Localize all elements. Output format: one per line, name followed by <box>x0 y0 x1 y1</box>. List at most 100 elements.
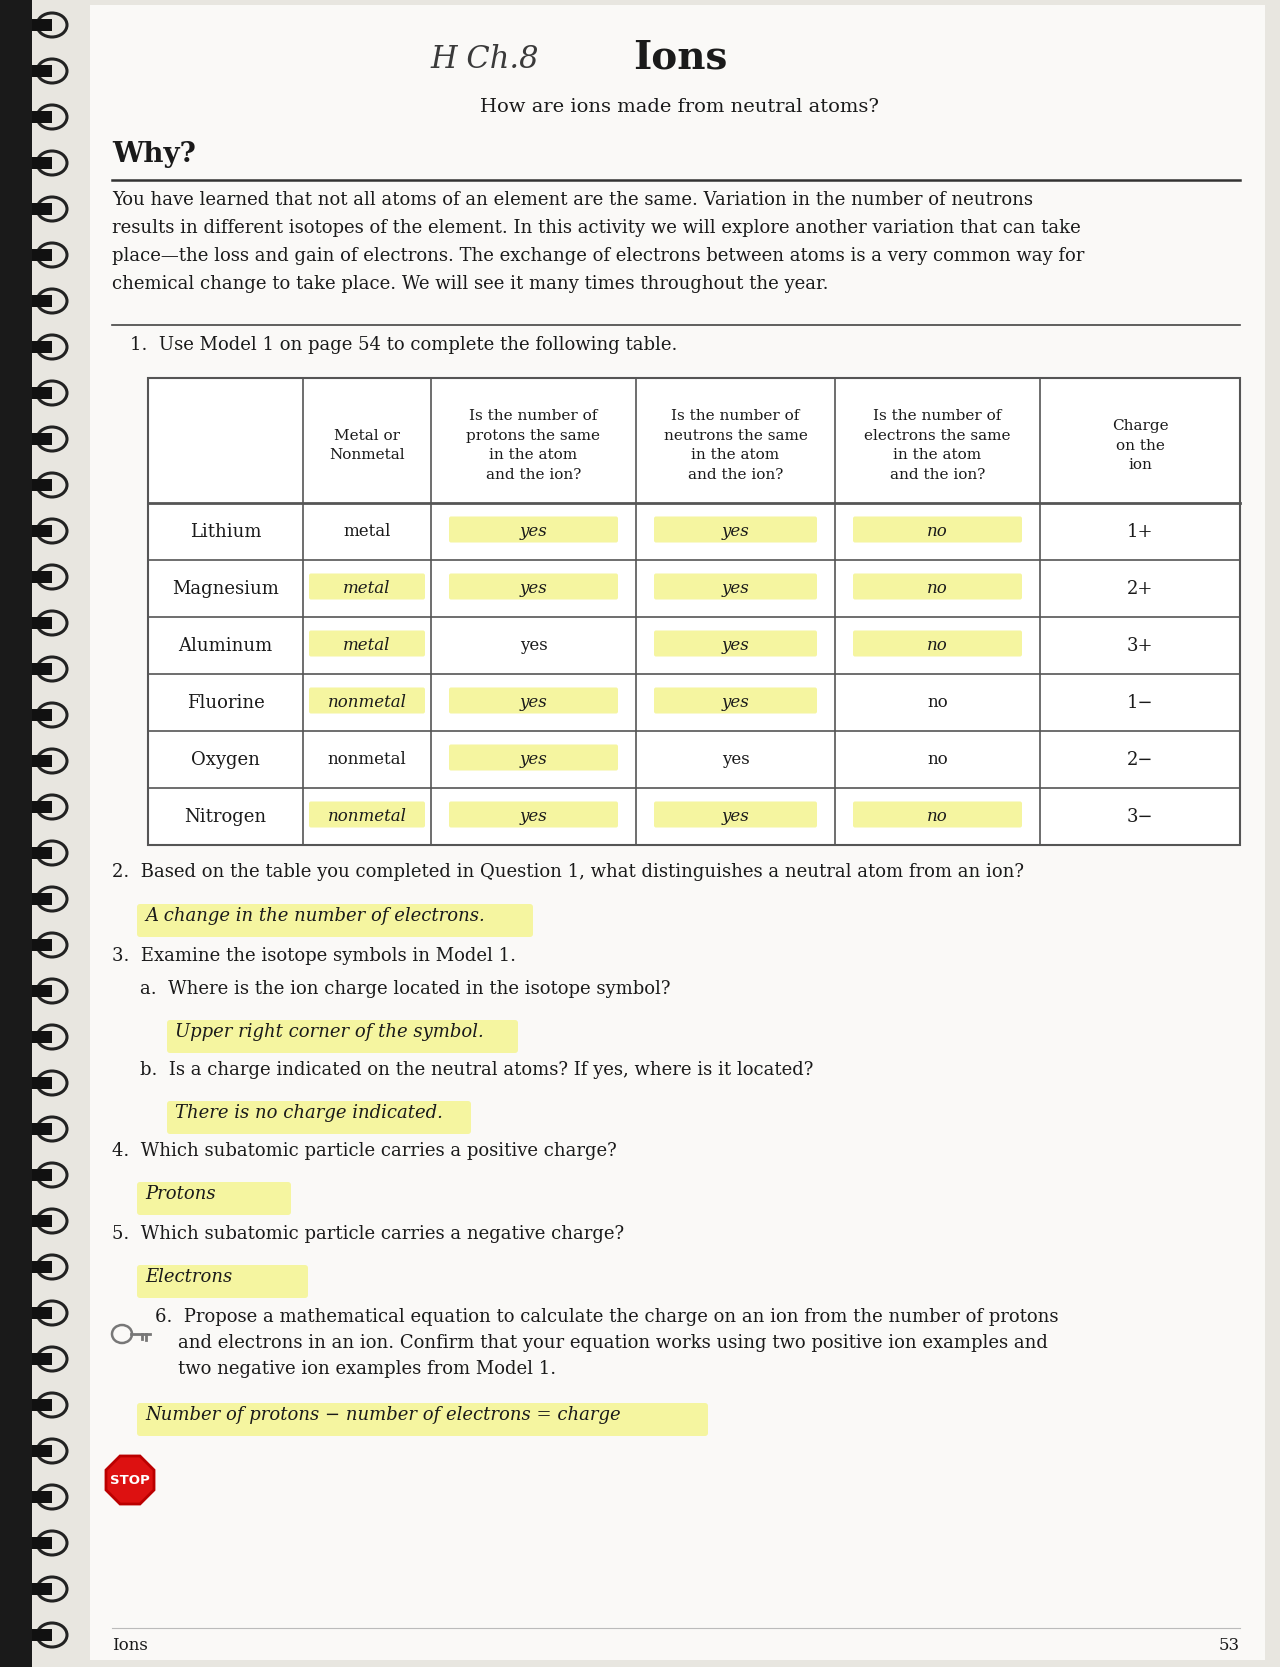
FancyBboxPatch shape <box>32 708 52 722</box>
Text: yes: yes <box>520 693 548 712</box>
FancyBboxPatch shape <box>32 18 52 32</box>
FancyBboxPatch shape <box>32 433 52 445</box>
Text: Nitrogen: Nitrogen <box>184 807 266 825</box>
FancyBboxPatch shape <box>32 663 52 675</box>
FancyBboxPatch shape <box>32 1445 52 1457</box>
Text: Lithium: Lithium <box>189 522 261 540</box>
Text: 3.  Examine the isotope symbols in Model 1.: 3. Examine the isotope symbols in Model … <box>113 947 516 965</box>
Text: There is no charge indicated.: There is no charge indicated. <box>175 1104 443 1122</box>
Text: Ions: Ions <box>632 38 727 77</box>
Text: no: no <box>927 752 948 768</box>
Text: Number of protons − number of electrons = charge: Number of protons − number of electrons … <box>145 1405 621 1424</box>
FancyBboxPatch shape <box>449 573 618 600</box>
Text: Charge
on the
ion: Charge on the ion <box>1112 418 1169 472</box>
FancyBboxPatch shape <box>32 342 52 353</box>
FancyBboxPatch shape <box>0 0 32 1667</box>
FancyBboxPatch shape <box>148 378 1240 845</box>
FancyBboxPatch shape <box>32 1169 52 1180</box>
FancyBboxPatch shape <box>32 65 52 77</box>
FancyBboxPatch shape <box>32 847 52 859</box>
FancyBboxPatch shape <box>654 573 817 600</box>
FancyBboxPatch shape <box>32 617 52 628</box>
Text: Metal or
Nonmetal: Metal or Nonmetal <box>329 428 404 462</box>
Text: Electrons: Electrons <box>145 1269 232 1285</box>
FancyBboxPatch shape <box>137 904 532 937</box>
Text: Aluminum: Aluminum <box>178 637 273 655</box>
Text: and electrons in an ion. Confirm that your equation works using two positive ion: and electrons in an ion. Confirm that yo… <box>155 1334 1048 1352</box>
FancyBboxPatch shape <box>32 1077 52 1089</box>
FancyBboxPatch shape <box>852 630 1021 657</box>
FancyBboxPatch shape <box>32 1030 52 1044</box>
FancyBboxPatch shape <box>32 112 52 123</box>
FancyBboxPatch shape <box>166 1020 518 1054</box>
Text: Upper right corner of the symbol.: Upper right corner of the symbol. <box>175 1024 484 1040</box>
FancyBboxPatch shape <box>166 1100 471 1134</box>
FancyBboxPatch shape <box>32 755 52 767</box>
Text: H Ch.8: H Ch.8 <box>430 43 539 75</box>
Text: Is the number of
protons the same
in the atom
and the ion?: Is the number of protons the same in the… <box>466 410 600 482</box>
FancyBboxPatch shape <box>137 1404 708 1435</box>
Text: You have learned that not all atoms of an element are the same. Variation in the: You have learned that not all atoms of a… <box>113 192 1033 208</box>
FancyBboxPatch shape <box>32 248 52 262</box>
Text: no: no <box>927 523 948 540</box>
Text: yes: yes <box>520 523 548 540</box>
FancyBboxPatch shape <box>654 630 817 657</box>
Text: yes: yes <box>722 523 749 540</box>
FancyBboxPatch shape <box>852 802 1021 827</box>
Text: metal: metal <box>343 523 390 540</box>
FancyBboxPatch shape <box>32 1260 52 1274</box>
FancyBboxPatch shape <box>32 572 52 583</box>
FancyBboxPatch shape <box>32 295 52 307</box>
FancyBboxPatch shape <box>308 687 425 713</box>
Text: Oxygen: Oxygen <box>191 750 260 768</box>
Text: A change in the number of electrons.: A change in the number of electrons. <box>145 907 485 925</box>
FancyBboxPatch shape <box>32 1354 52 1365</box>
FancyBboxPatch shape <box>449 802 618 827</box>
Text: place—the loss and gain of electrons. The exchange of electrons between atoms is: place—the loss and gain of electrons. Th… <box>113 247 1084 265</box>
Text: yes: yes <box>520 752 548 768</box>
FancyBboxPatch shape <box>449 517 618 542</box>
Text: no: no <box>927 580 948 597</box>
FancyBboxPatch shape <box>32 525 52 537</box>
Text: yes: yes <box>722 752 749 768</box>
Text: Magnesium: Magnesium <box>172 580 279 597</box>
Text: 1.  Use Model 1 on page 54 to complete the following table.: 1. Use Model 1 on page 54 to complete th… <box>131 337 677 353</box>
Text: a.  Where is the ion charge located in the isotope symbol?: a. Where is the ion charge located in th… <box>140 980 671 999</box>
Text: yes: yes <box>722 637 749 653</box>
Text: 1+: 1+ <box>1126 522 1153 540</box>
Text: yes: yes <box>520 580 548 597</box>
Text: results in different isotopes of the element. In this activity we will explore a: results in different isotopes of the ele… <box>113 218 1080 237</box>
Text: 6.  Propose a mathematical equation to calculate the charge on an ion from the n: 6. Propose a mathematical equation to ca… <box>155 1309 1059 1325</box>
Text: 3+: 3+ <box>1126 637 1153 655</box>
Text: nonmetal: nonmetal <box>328 693 407 712</box>
Text: nonmetal: nonmetal <box>328 808 407 825</box>
Text: yes: yes <box>722 808 749 825</box>
FancyBboxPatch shape <box>32 387 52 398</box>
FancyBboxPatch shape <box>137 1265 308 1299</box>
Text: yes: yes <box>520 637 548 653</box>
Text: no: no <box>927 808 948 825</box>
FancyBboxPatch shape <box>32 1399 52 1410</box>
FancyBboxPatch shape <box>852 573 1021 600</box>
Text: Is the number of
neutrons the same
in the atom
and the ion?: Is the number of neutrons the same in th… <box>663 410 808 482</box>
FancyBboxPatch shape <box>137 1182 291 1215</box>
FancyBboxPatch shape <box>654 687 817 713</box>
FancyBboxPatch shape <box>852 517 1021 542</box>
FancyBboxPatch shape <box>32 1124 52 1135</box>
Text: Is the number of
electrons the same
in the atom
and the ion?: Is the number of electrons the same in t… <box>864 410 1011 482</box>
Text: b.  Is a charge indicated on the neutral atoms? If yes, where is it located?: b. Is a charge indicated on the neutral … <box>140 1060 813 1079</box>
Text: 2+: 2+ <box>1126 580 1153 597</box>
FancyBboxPatch shape <box>449 687 618 713</box>
FancyBboxPatch shape <box>90 5 1265 1660</box>
Text: 1−: 1− <box>1126 693 1153 712</box>
Text: two negative ion examples from Model 1.: two negative ion examples from Model 1. <box>155 1360 556 1379</box>
FancyBboxPatch shape <box>32 939 52 950</box>
Text: How are ions made from neutral atoms?: How are ions made from neutral atoms? <box>480 98 879 117</box>
FancyBboxPatch shape <box>654 802 817 827</box>
FancyBboxPatch shape <box>654 517 817 542</box>
FancyBboxPatch shape <box>32 203 52 215</box>
Text: 5.  Which subatomic particle carries a negative charge?: 5. Which subatomic particle carries a ne… <box>113 1225 625 1244</box>
Text: yes: yes <box>520 808 548 825</box>
FancyBboxPatch shape <box>32 478 52 492</box>
Text: Fluorine: Fluorine <box>187 693 265 712</box>
